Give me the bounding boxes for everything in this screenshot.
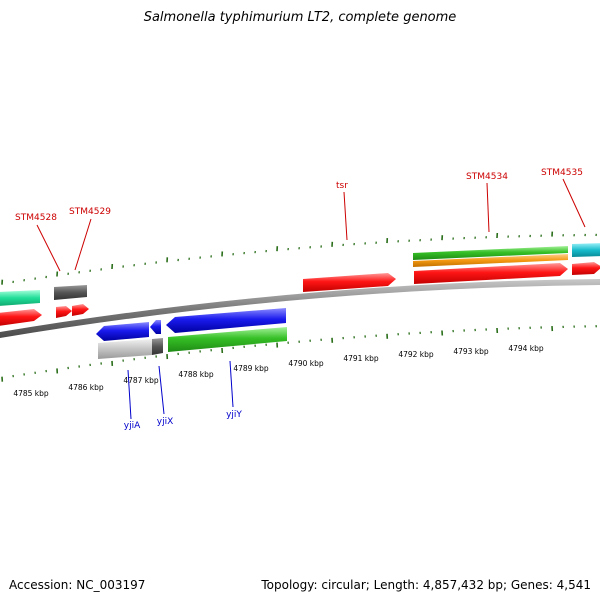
feature-red-small-2[interactable]: [72, 304, 89, 316]
gene-label-STM4535[interactable]: STM4535: [541, 168, 586, 228]
map-title: Salmonella typhimurium LT2, complete gen…: [143, 10, 457, 25]
feature-dark-gray-lower[interactable]: [152, 338, 163, 355]
scale-label: 4786 kbp: [68, 383, 104, 392]
gene-label-text: yjiY: [226, 410, 242, 420]
feature-mint[interactable]: [0, 290, 40, 306]
feature-green-lower[interactable]: [168, 327, 287, 352]
feature-dark-gray-upper[interactable]: [54, 285, 87, 300]
scale-label: 4793 kbp: [453, 347, 489, 356]
feature-red-left[interactable]: [0, 309, 42, 326]
feature-green-upper[interactable]: [413, 246, 568, 260]
gene-label-tsr[interactable]: tsr: [336, 181, 348, 241]
gene-label-text: STM4528: [15, 213, 57, 223]
scale-labels: 4785 kbp 4786 kbp 4787 kbp 4788 kbp 4789…: [13, 344, 544, 398]
feature-light-gray[interactable]: [98, 339, 152, 359]
feature-yjiY[interactable]: [166, 308, 286, 333]
gene-label-text: yjiX: [157, 417, 174, 427]
accession-text: Accession: NC_003197: [9, 578, 146, 592]
genome-backbone: [0, 279, 600, 338]
scale-label: 4794 kbp: [508, 344, 544, 353]
scale-label: 4789 kbp: [233, 364, 269, 373]
feature-tsr[interactable]: [303, 273, 396, 292]
gene-label-STM4534[interactable]: STM4534: [466, 172, 508, 233]
feature-yjiA[interactable]: [96, 322, 149, 341]
gene-label-text: STM4534: [466, 172, 508, 182]
feature-STM4535[interactable]: [572, 243, 600, 257]
outer-tick-row: [1, 231, 597, 285]
inner-tick-row: [1, 325, 597, 382]
scale-label: 4788 kbp: [178, 370, 214, 379]
topology-text: Topology: circular; Length: 4,857,432 bp…: [261, 578, 591, 592]
gene-label-STM4529[interactable]: STM4529: [69, 207, 111, 271]
gene-label-text: tsr: [336, 181, 348, 191]
scale-label: 4792 kbp: [398, 350, 434, 359]
gene-label-text: STM4529: [69, 207, 111, 217]
feature-orange[interactable]: [413, 254, 568, 267]
gene-label-text: yjiA: [124, 421, 141, 431]
feature-yjiX[interactable]: [150, 320, 161, 334]
gene-label-yjiX[interactable]: yjiX: [157, 365, 174, 427]
gene-label-yjiA[interactable]: yjiA: [124, 369, 141, 431]
feature-red-small-1[interactable]: [56, 306, 72, 318]
scale-label: 4787 kbp: [123, 376, 159, 385]
scale-label: 4791 kbp: [343, 354, 379, 363]
scale-label: 4785 kbp: [13, 389, 49, 398]
feature-STM4534[interactable]: [414, 263, 568, 284]
feature-red-right-edge[interactable]: [572, 262, 600, 275]
gene-label-text: STM4535: [541, 168, 583, 178]
gene-label-yjiY[interactable]: yjiY: [226, 360, 242, 420]
scale-label: 4790 kbp: [288, 359, 324, 368]
gene-label-STM4528[interactable]: STM4528: [15, 213, 61, 272]
